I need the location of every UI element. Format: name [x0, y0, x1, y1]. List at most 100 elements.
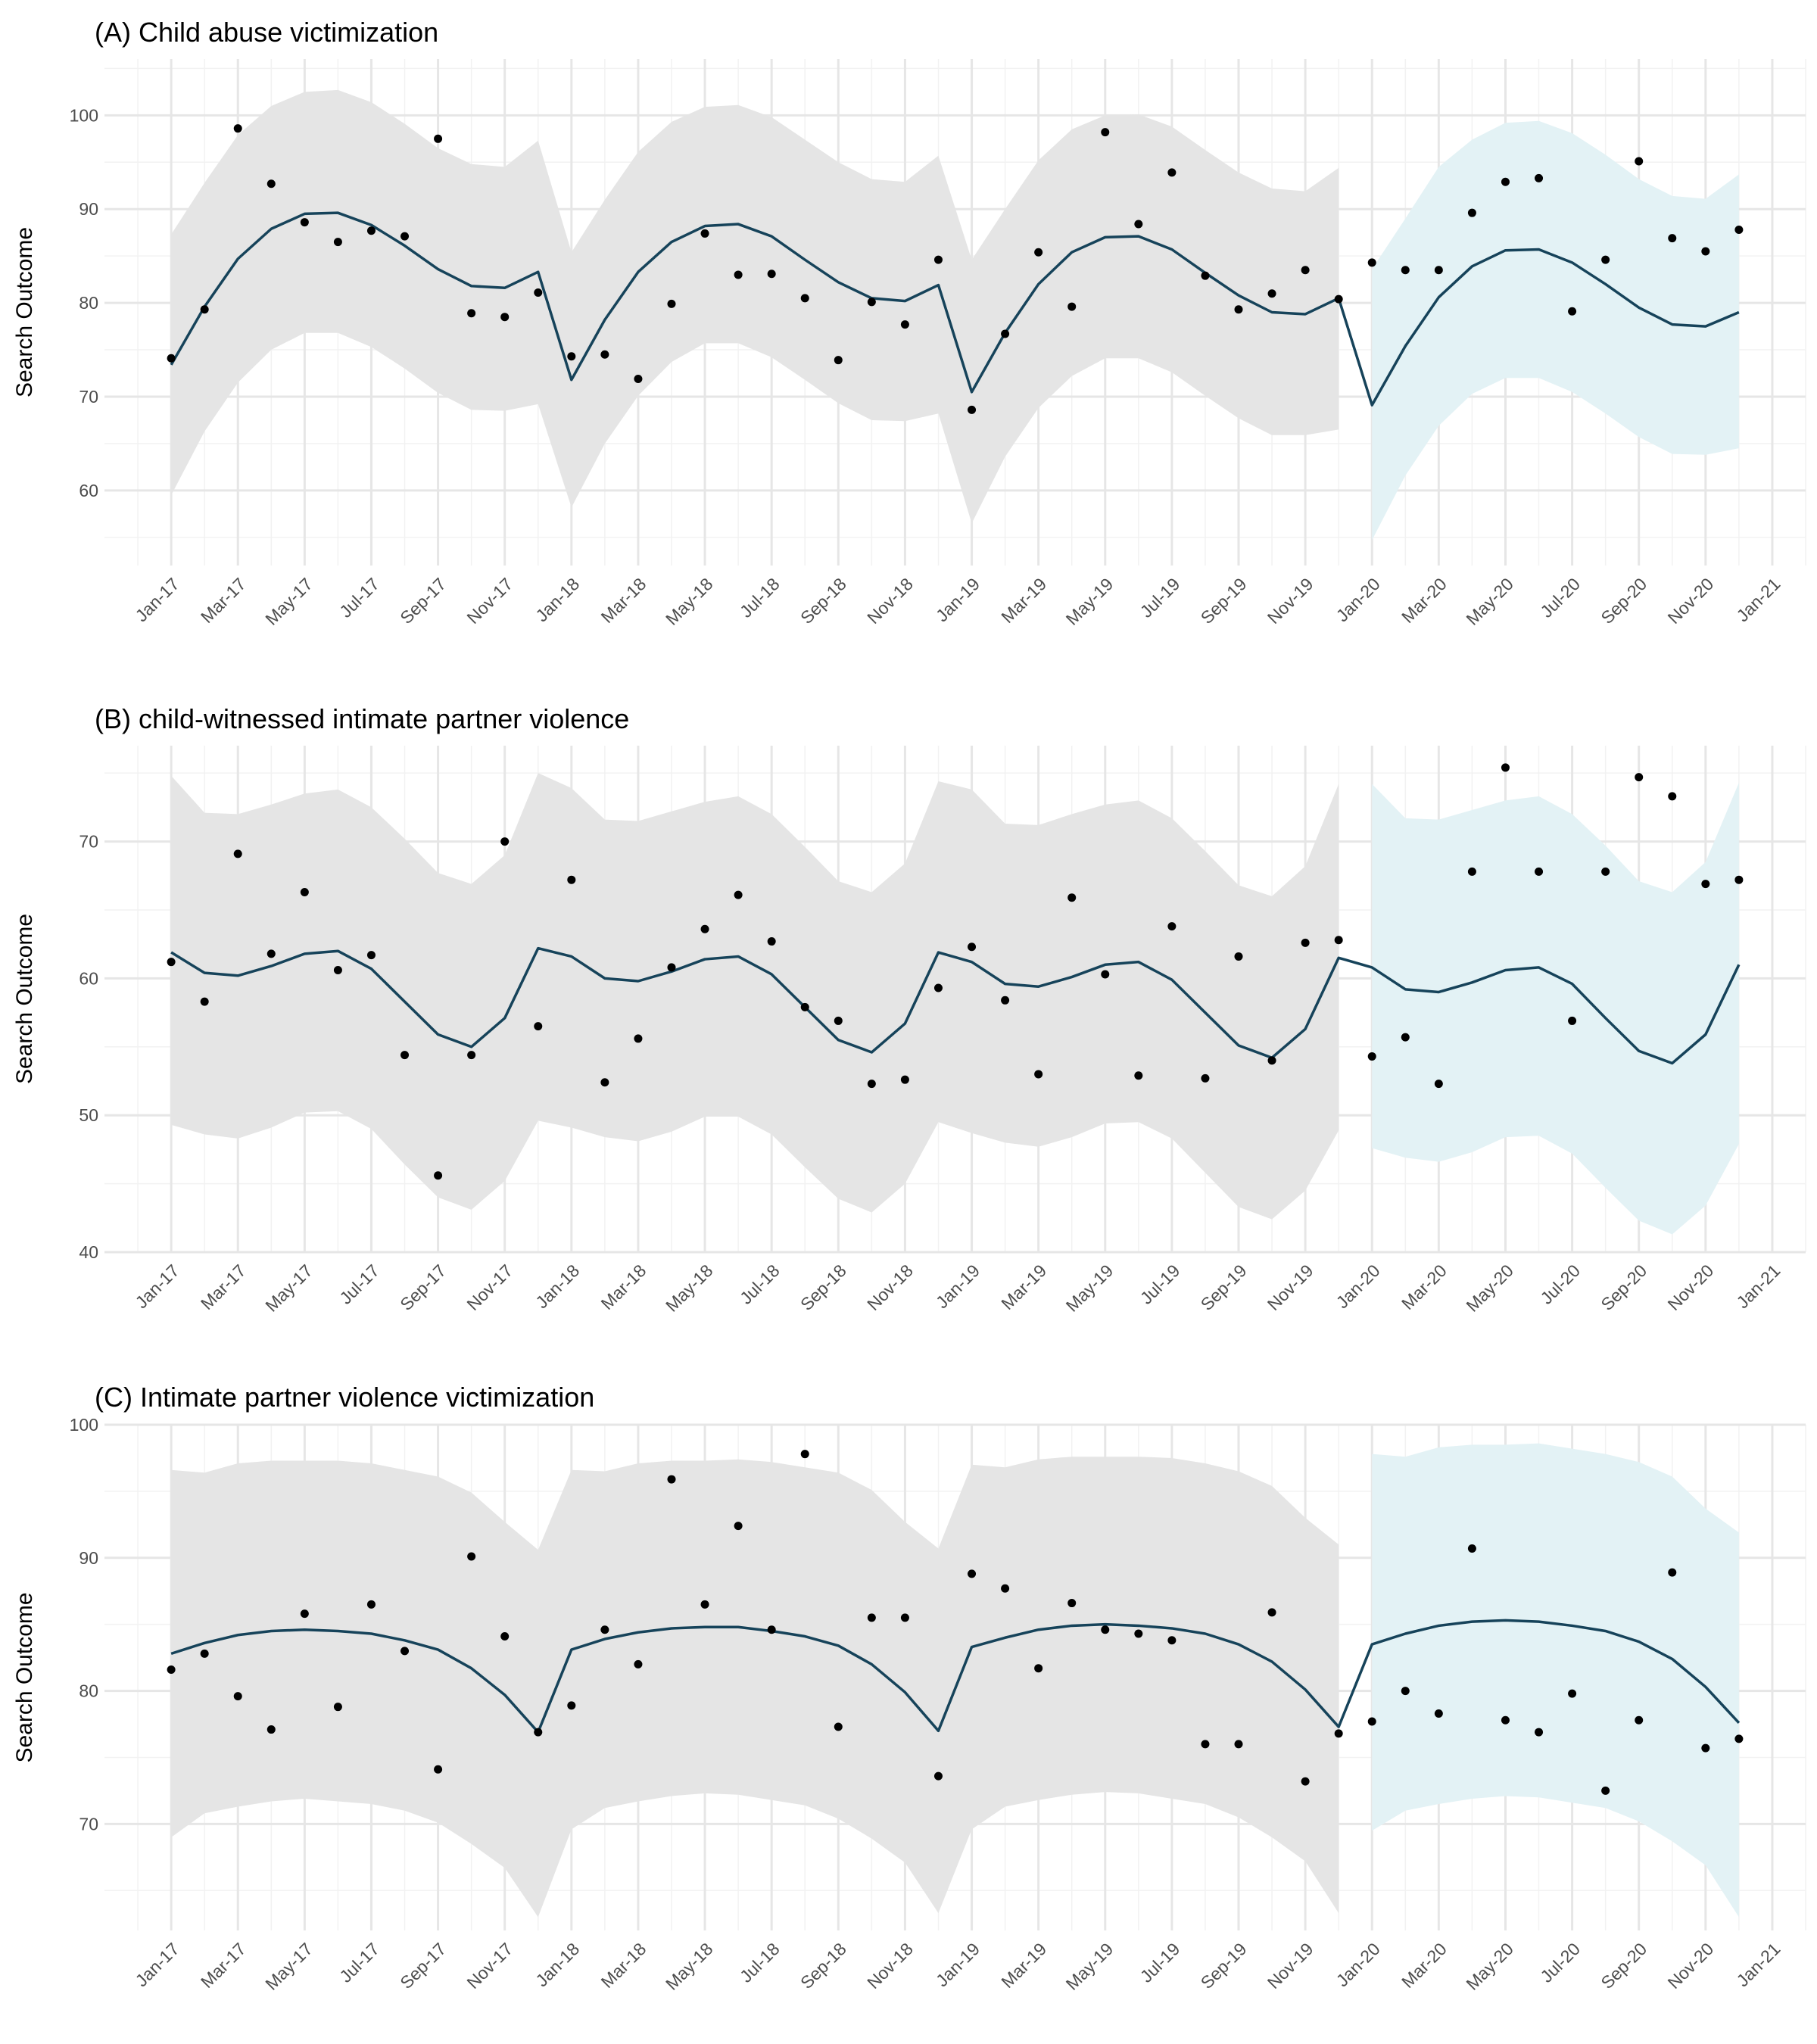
y-tick-label: 60 — [79, 968, 98, 988]
observed-point — [767, 1625, 776, 1634]
observed-point — [1301, 266, 1310, 275]
observed-point — [600, 1625, 609, 1634]
observed-point — [900, 1613, 909, 1622]
y-axis-label: Search Outcome — [12, 1592, 37, 1762]
observed-point — [534, 288, 543, 297]
x-tick-label: May-20 — [1462, 1260, 1517, 1316]
x-tick-label: Jul-19 — [1136, 1939, 1184, 1986]
observed-point — [1535, 1728, 1544, 1737]
x-tick-label: Mar-18 — [597, 1939, 650, 1992]
x-tick-label: Jan-21 — [1732, 574, 1784, 625]
observed-point — [634, 374, 643, 383]
observed-point — [1501, 1715, 1510, 1725]
observed-point — [1034, 1070, 1043, 1079]
observed-point — [867, 1080, 876, 1089]
x-tick-label: May-18 — [662, 1260, 717, 1316]
x-tick-label: May-20 — [1462, 574, 1517, 629]
x-tick-label: Jan-20 — [1332, 1939, 1384, 1990]
observed-point — [700, 924, 709, 933]
observed-point — [900, 1075, 909, 1084]
x-tick-label: Sep-18 — [796, 1260, 850, 1314]
observed-point — [933, 983, 943, 992]
x-tick-label: Jan-20 — [1332, 574, 1384, 625]
y-tick-label: 40 — [79, 1242, 98, 1262]
observed-point — [600, 1078, 609, 1087]
observed-point — [300, 218, 309, 227]
observed-point — [366, 951, 376, 960]
x-tick-label: Sep-17 — [396, 1939, 450, 1993]
y-tick-label: 90 — [79, 1548, 98, 1568]
observed-point — [1434, 1709, 1443, 1718]
observed-point — [1334, 294, 1343, 304]
observed-point — [1067, 1599, 1077, 1608]
fitted-line — [170, 946, 1741, 1065]
observed-point — [600, 350, 609, 359]
observed-point — [1467, 208, 1476, 217]
observed-point — [1535, 867, 1544, 876]
observed-point — [1434, 1080, 1443, 1089]
observed-point — [333, 966, 342, 975]
observed-point — [933, 255, 943, 264]
x-tick-label: Nov-20 — [1664, 1260, 1718, 1314]
x-tick-label: Nov-20 — [1664, 574, 1718, 628]
observed-point — [1401, 266, 1410, 275]
observed-point — [1267, 289, 1276, 298]
observed-point — [366, 1600, 376, 1609]
observed-point — [233, 849, 242, 858]
observed-point — [200, 997, 209, 1006]
x-tick-label: Sep-20 — [1597, 574, 1650, 628]
observed-point — [567, 1701, 576, 1710]
x-tick-label: Jan-18 — [531, 1939, 583, 1990]
observed-point — [1134, 220, 1143, 229]
observed-point — [567, 875, 576, 884]
x-tick-label: May-17 — [261, 574, 316, 629]
x-tick-label: Nov-18 — [863, 1260, 917, 1314]
observed-point — [968, 943, 977, 952]
x-tick-label: Jan-19 — [932, 574, 983, 625]
observed-point — [634, 1034, 643, 1043]
observed-point — [266, 1725, 276, 1734]
x-tick-label: Jul-18 — [736, 1260, 784, 1308]
x-tick-label: Jan-21 — [1732, 1939, 1784, 1990]
observed-point — [500, 1632, 510, 1641]
observed-point — [767, 937, 776, 946]
observed-point — [1267, 1608, 1276, 1617]
y-tick-label: 100 — [70, 105, 98, 125]
observed-point — [667, 299, 676, 308]
x-tick-label: Nov-18 — [863, 574, 917, 628]
observed-point — [834, 1016, 843, 1025]
observed-point — [734, 1522, 743, 1531]
x-tick-label: Jan-20 — [1332, 1260, 1384, 1312]
observed-point — [1367, 1717, 1376, 1726]
observed-point — [1101, 128, 1110, 137]
x-tick-label: Jan-17 — [132, 1260, 183, 1312]
observed-point — [266, 179, 276, 189]
observed-point — [500, 313, 510, 322]
x-tick-label: Jan-17 — [132, 1939, 183, 1990]
observed-point — [300, 887, 309, 896]
observed-point — [1167, 168, 1177, 177]
y-tick-label: 90 — [79, 199, 98, 219]
x-tick-label: Nov-17 — [463, 574, 516, 628]
x-tick-label: Sep-19 — [1197, 1939, 1251, 1993]
fitted-line — [170, 1619, 1741, 1734]
x-tick-label: Mar-20 — [1398, 1939, 1451, 1992]
x-tick-label: Jul-17 — [335, 1939, 383, 1986]
x-tick-label: Jul-20 — [1536, 1939, 1584, 1986]
observed-point — [700, 1600, 709, 1609]
observed-point — [1334, 936, 1343, 945]
observed-point — [1668, 792, 1677, 801]
observed-point — [1301, 1777, 1310, 1786]
observed-point — [1467, 1544, 1476, 1553]
observed-point — [800, 1450, 809, 1459]
x-tick-label: Mar-20 — [1398, 574, 1451, 627]
x-tick-label: Mar-18 — [597, 574, 650, 627]
observed-point — [700, 229, 709, 238]
observed-point — [300, 1609, 309, 1619]
observed-point — [167, 958, 176, 967]
observed-point — [467, 309, 476, 318]
observed-point — [1367, 1052, 1376, 1061]
x-tick-label: Jul-18 — [736, 1939, 784, 1986]
x-tick-label: May-20 — [1462, 1939, 1517, 1994]
